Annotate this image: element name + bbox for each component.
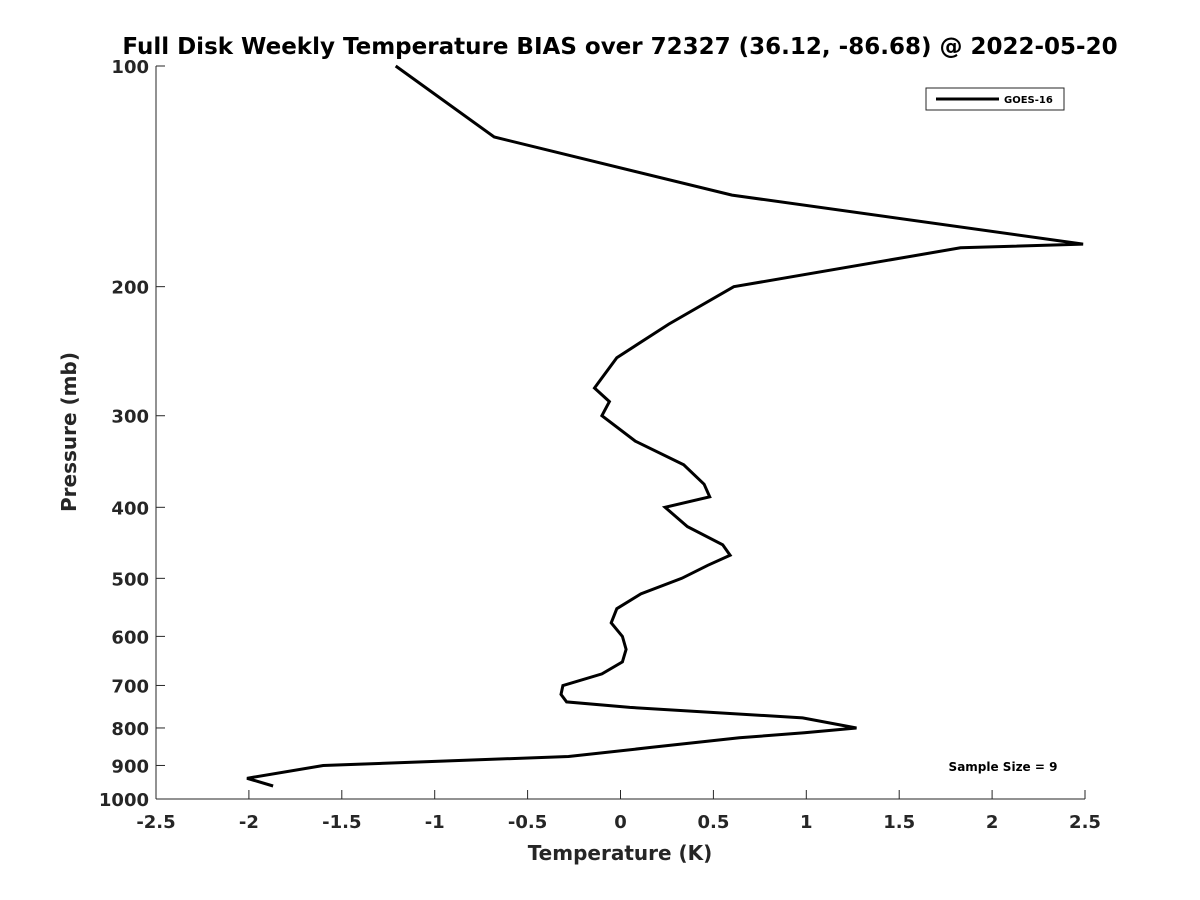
sample-size-annotation: Sample Size = 9 (949, 760, 1058, 774)
y-tick-label: 100 (111, 57, 149, 78)
y-tick-label: 800 (111, 719, 149, 740)
y-tick-label: 400 (111, 498, 149, 519)
series-line-goes16 (246, 64, 1084, 788)
x-axis: -2.5 -2 -1.5 -1 -0.5 0 0.5 1 1.5 2 2.5 (136, 790, 1101, 833)
x-tick-label: -0.5 (508, 812, 547, 833)
x-axis-label: Temperature (K) (528, 841, 713, 865)
legend: GOES-16 (925, 87, 1065, 111)
x-tick-label: -2.5 (136, 812, 175, 833)
y-tick-label: 700 (111, 676, 149, 697)
x-tick-label: -1 (425, 812, 445, 833)
y-tick-label: 600 (111, 627, 149, 648)
x-tick-label: 0 (614, 812, 627, 833)
x-tick-label: -2 (239, 812, 259, 833)
y-tick-label: 200 (111, 278, 149, 299)
legend-label-goes16: GOES-16 (1004, 95, 1053, 106)
y-tick-label: 300 (111, 407, 149, 428)
y-axis: 100 200 300 400 500 600 700 800 900 1000 (99, 57, 165, 811)
y-tick-label: 900 (111, 756, 149, 777)
x-tick-label: 2 (986, 812, 999, 833)
series-layer (246, 64, 1084, 788)
y-axis-label: Pressure (mb) (57, 352, 81, 512)
y-tick-label: 1000 (99, 790, 149, 811)
x-tick-label: 2.5 (1069, 812, 1101, 833)
x-tick-label: 0.5 (697, 812, 729, 833)
y-tick-label: 500 (111, 569, 149, 590)
x-tick-label: -1.5 (322, 812, 361, 833)
plot-area (155, 66, 1085, 800)
x-tick-label: 1 (800, 812, 813, 833)
x-tick-label: 1.5 (883, 812, 915, 833)
chart-title: Full Disk Weekly Temperature BIAS over 7… (122, 34, 1117, 60)
